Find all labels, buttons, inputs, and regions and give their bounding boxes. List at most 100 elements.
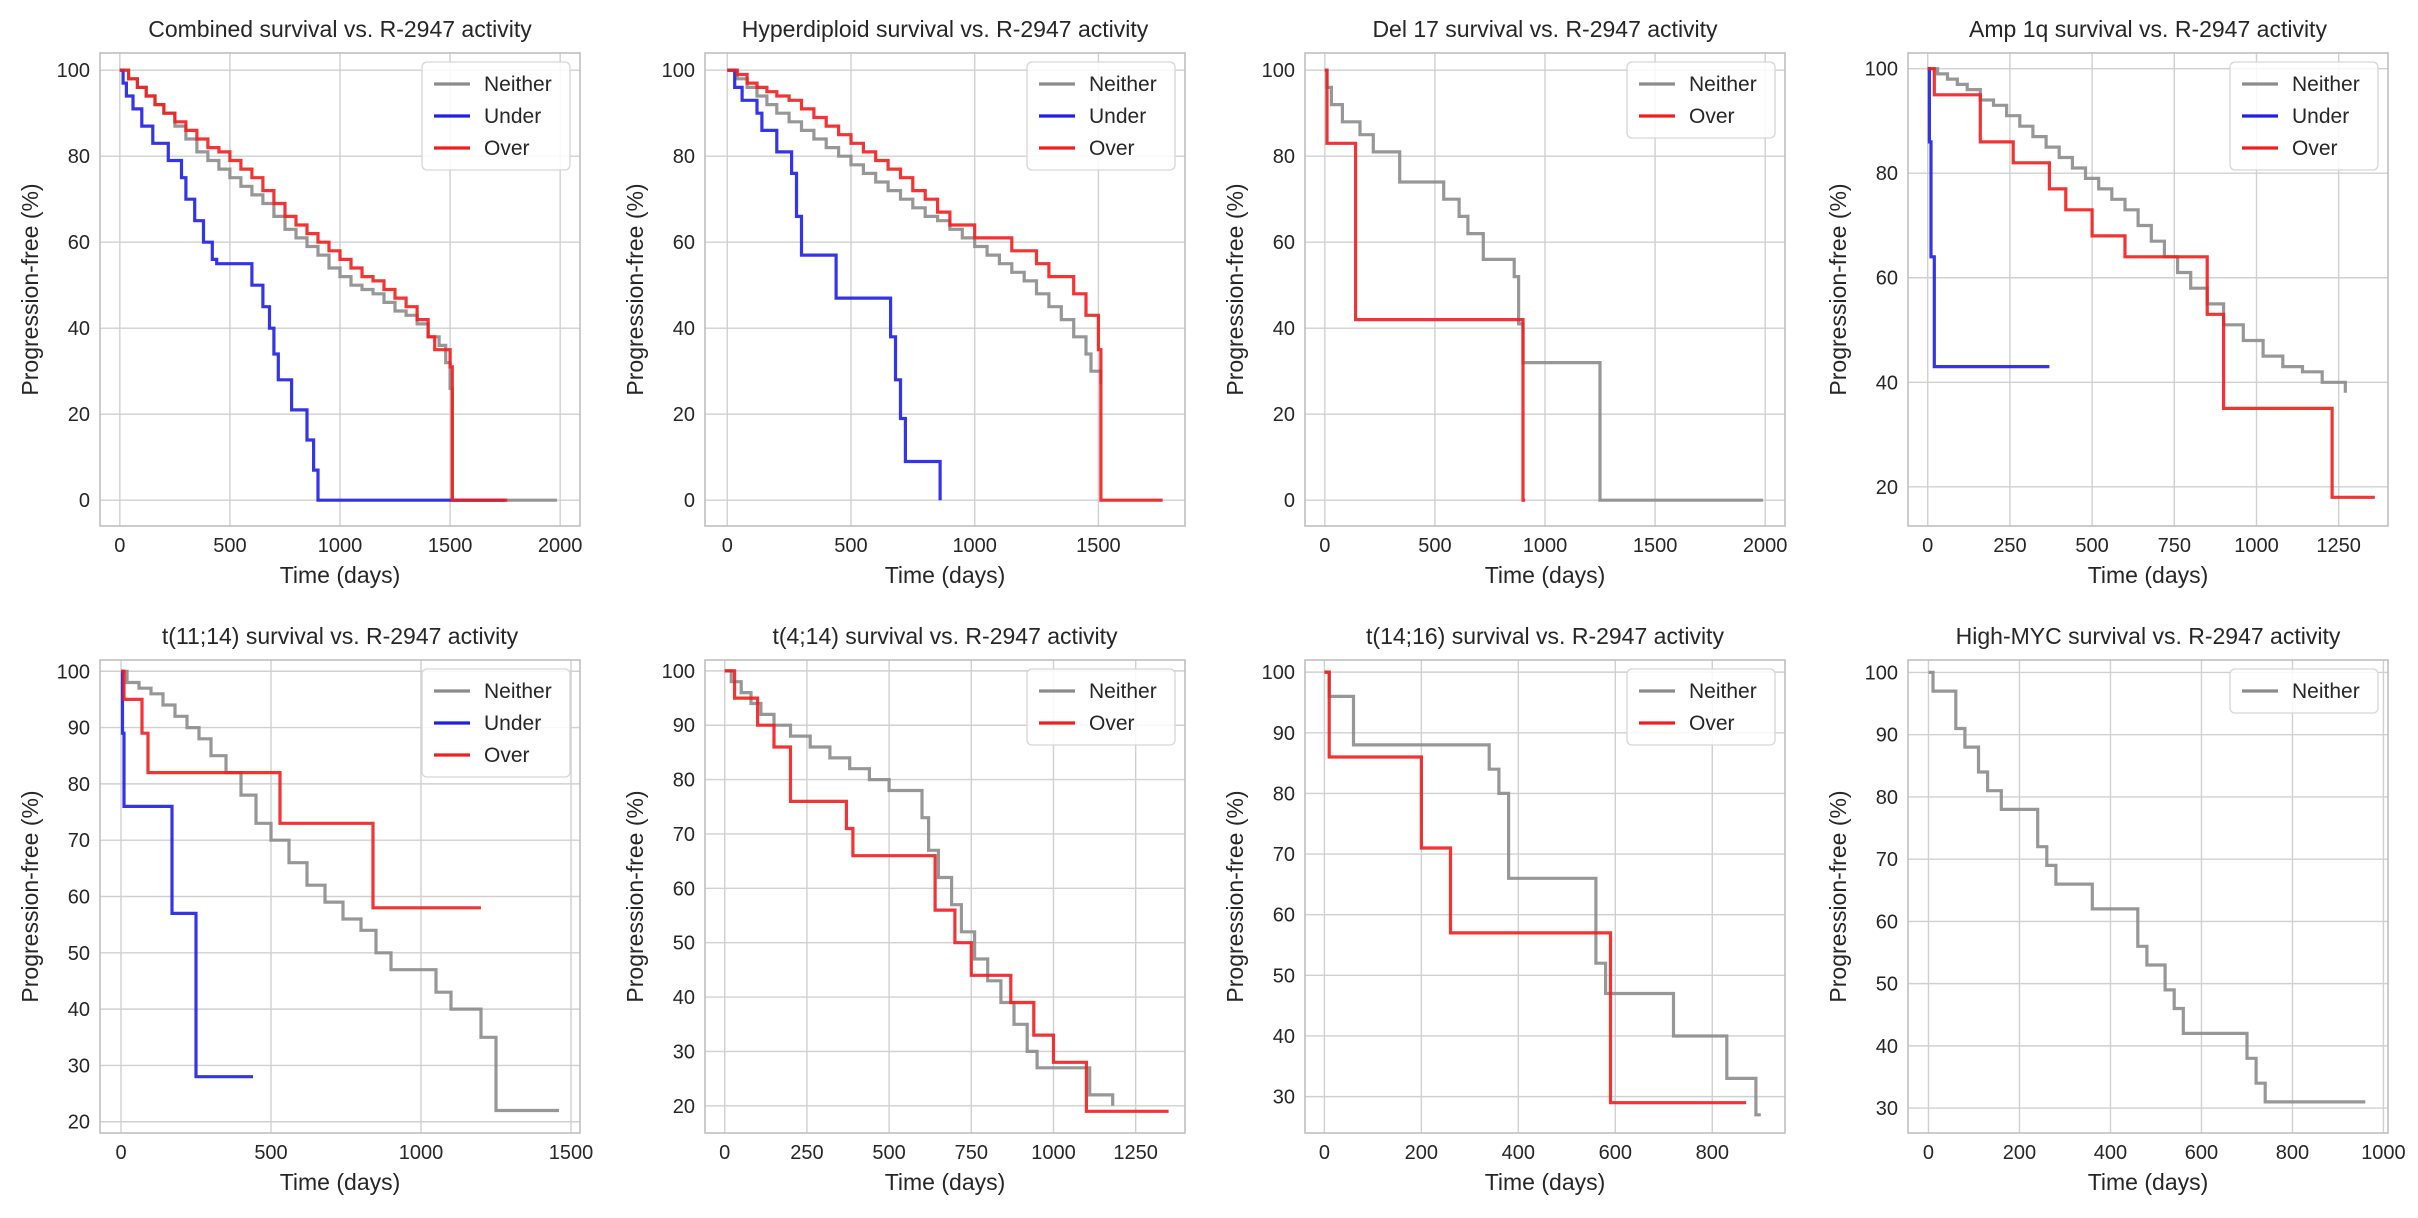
- y-tick-label: 70: [673, 824, 695, 846]
- y-tick-label: 80: [68, 774, 90, 796]
- x-tick-label: 1000: [1523, 535, 1568, 557]
- series-line-over: [121, 669, 481, 910]
- y-tick-label: 60: [1273, 905, 1295, 927]
- axes-frame: [704, 52, 1186, 527]
- series-line-over: [727, 68, 1163, 502]
- series-group: [1324, 68, 1763, 502]
- y-tick-label: 100: [1262, 60, 1295, 82]
- x-tick-label: 500: [2075, 535, 2108, 557]
- y-tick-label: 40: [68, 999, 90, 1021]
- y-tick-label: 30: [1876, 1098, 1898, 1120]
- legend: Neither Under Over: [421, 61, 571, 171]
- x-tick-label: 500: [213, 535, 246, 557]
- legend: Neither Under Over: [1026, 61, 1176, 171]
- x-tick-label: 750: [2158, 535, 2191, 557]
- x-tick-label: 500: [1418, 535, 1451, 557]
- y-axis-label: Progression-free (%): [1825, 790, 1851, 1002]
- grid: [1305, 53, 1785, 526]
- y-tick-label: 80: [1876, 787, 1898, 809]
- series-line-over: [1927, 67, 2375, 499]
- chart-title: High-MYC survival vs. R-2947 activity: [1956, 623, 2341, 649]
- chart-panel-4: 0 250 500 750 1000 1250 20 40 60 80 100 Amp 1q surv…: [1825, 16, 2389, 588]
- x-tick-label: 1000: [399, 1142, 444, 1164]
- y-tick-label: 60: [673, 878, 695, 900]
- series-line-neither: [119, 68, 557, 502]
- axes-frame: [1304, 659, 1786, 1134]
- legend-label: Under: [1089, 105, 1146, 128]
- x-tick-label: 0: [1922, 535, 1933, 557]
- series-line-under: [120, 669, 253, 1079]
- legend-box: [2229, 61, 2379, 171]
- series-line-neither: [1928, 670, 2366, 1104]
- y-tick-label: 80: [1876, 163, 1898, 185]
- axes-frame: [99, 659, 581, 1134]
- legend: Neither Over: [1026, 668, 1176, 746]
- legend: Neither Over: [1626, 61, 1776, 139]
- y-tick-label: 100: [1262, 662, 1295, 684]
- legend-label: Over: [1689, 105, 1735, 128]
- x-tick-label: 750: [955, 1142, 988, 1164]
- y-tick-label: 90: [673, 715, 695, 737]
- y-tick-label: 80: [673, 770, 695, 792]
- y-tick-label: 20: [673, 404, 695, 426]
- x-tick-label: 1000: [318, 535, 363, 557]
- legend-label: Over: [2292, 137, 2338, 160]
- grid: [100, 660, 580, 1133]
- series-line-neither: [727, 68, 1103, 385]
- chart-panel-8: 0 200 400 600 800 1000 30 40 50 60 70 80 90 100 High-M…: [1825, 623, 2406, 1195]
- y-tick-label: 20: [1876, 477, 1898, 499]
- x-tick-label: 600: [1599, 1142, 1632, 1164]
- y-tick-label: 60: [68, 887, 90, 909]
- y-tick-label: 50: [68, 943, 90, 965]
- x-tick-label: 0: [1923, 1142, 1934, 1164]
- x-tick-label: 1500: [1076, 535, 1121, 557]
- series-group: [1324, 670, 1761, 1117]
- x-tick-label: 0: [1319, 535, 1330, 557]
- chart-title: Amp 1q survival vs. R-2947 activity: [1969, 16, 2327, 42]
- series-group: [1928, 670, 2366, 1104]
- legend-label: Over: [1689, 712, 1735, 735]
- y-tick-label: 40: [1876, 1036, 1898, 1058]
- x-axis-label: Time (days): [885, 562, 1006, 588]
- y-tick-label: 80: [1273, 146, 1295, 168]
- chart-title: Del 17 survival vs. R-2947 activity: [1372, 16, 1718, 42]
- y-tick-label: 20: [1273, 404, 1295, 426]
- axes-frame: [704, 659, 1186, 1134]
- x-axis-label: Time (days): [2088, 562, 2209, 588]
- y-tick-label: 40: [1273, 318, 1295, 340]
- x-tick-label: 200: [1405, 1142, 1438, 1164]
- y-tick-label: 60: [1876, 911, 1898, 933]
- chart-title: Combined survival vs. R-2947 activity: [148, 16, 532, 42]
- x-axis-label: Time (days): [280, 562, 401, 588]
- x-tick-label: 1500: [1633, 535, 1678, 557]
- y-tick-label: 30: [1273, 1087, 1295, 1109]
- y-tick-label: 100: [662, 661, 695, 683]
- x-tick-label: 1000: [952, 535, 997, 557]
- y-axis-label: Progression-free (%): [1222, 790, 1248, 1002]
- legend: Neither Over: [1626, 668, 1776, 746]
- x-tick-label: 2000: [538, 535, 583, 557]
- y-tick-label: 0: [1284, 490, 1295, 512]
- x-tick-label: 250: [1993, 535, 2026, 557]
- y-tick-label: 50: [1273, 965, 1295, 987]
- legend-label: Neither: [1089, 73, 1157, 96]
- y-tick-label: 60: [673, 232, 695, 254]
- x-tick-label: 2000: [1743, 535, 1788, 557]
- legend-label: Over: [484, 137, 530, 160]
- y-tick-label: 90: [1876, 725, 1898, 747]
- legend: Neither Under Over: [2229, 61, 2379, 171]
- axes-frame: [1907, 52, 2389, 527]
- x-tick-label: 500: [254, 1142, 287, 1164]
- x-tick-label: 0: [114, 535, 125, 557]
- x-tick-label: 0: [722, 535, 733, 557]
- x-tick-label: 800: [1696, 1142, 1729, 1164]
- chart-title: t(4;14) survival vs. R-2947 activity: [772, 623, 1118, 649]
- y-tick-label: 40: [673, 318, 695, 340]
- chart-title: t(14;16) survival vs. R-2947 activity: [1366, 623, 1724, 649]
- y-tick-label: 90: [1273, 723, 1295, 745]
- y-tick-label: 50: [1876, 974, 1898, 996]
- series-group: [119, 68, 557, 502]
- x-tick-label: 1250: [1113, 1142, 1158, 1164]
- legend-label: Neither: [1089, 680, 1157, 703]
- series-line-under: [1927, 67, 2050, 369]
